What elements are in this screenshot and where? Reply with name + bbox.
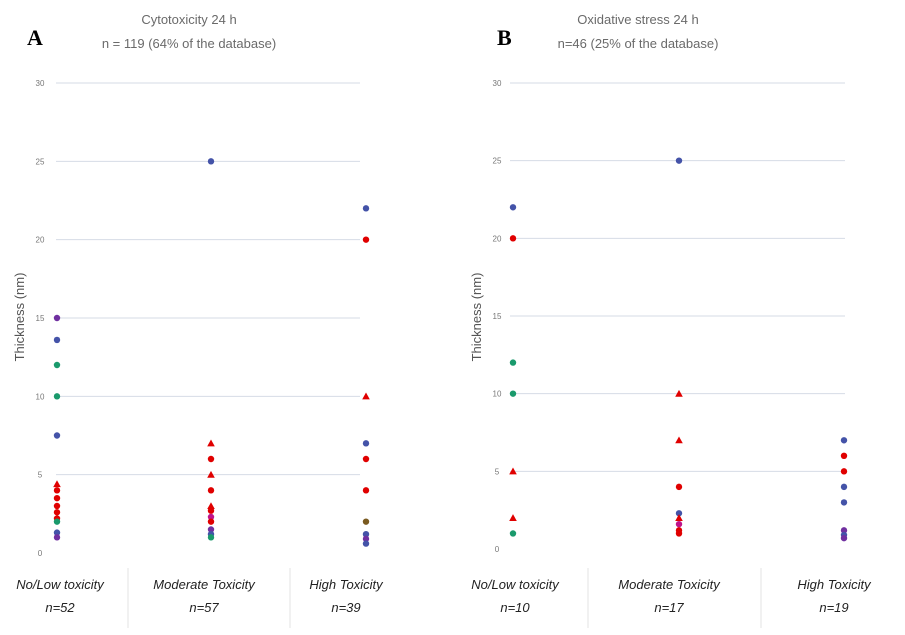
x-category-label: No/Low toxicity [16, 577, 105, 592]
data-point [53, 314, 61, 322]
x-category-label: Moderate Toxicity [153, 577, 256, 592]
data-point [53, 534, 61, 541]
data-point [362, 440, 370, 447]
y-tick-label: 25 [36, 157, 45, 166]
data-point [362, 540, 370, 547]
chart-subtitle: n = 119 (64% of the database) [102, 36, 276, 51]
data-point [509, 359, 517, 366]
data-point [362, 531, 370, 538]
chart-title: Cytotoxicity 24 h [141, 12, 236, 27]
chart-subtitle: n=46 (25% of the database) [558, 36, 719, 51]
y-tick-label: 0 [38, 549, 43, 558]
data-point [362, 535, 370, 543]
data-point-triangle [509, 467, 517, 475]
y-tick-label: 15 [36, 314, 45, 323]
data-point [53, 432, 61, 439]
data-point-triangle [362, 392, 370, 400]
data-point-triangle [675, 436, 683, 444]
y-tick-label: 5 [495, 467, 500, 476]
x-category-count: n=10 [500, 600, 530, 615]
x-category-count: n=17 [654, 600, 684, 615]
data-point [840, 527, 848, 534]
x-category-count: n=57 [189, 600, 219, 615]
data-point-triangle [509, 514, 517, 521]
data-point [675, 510, 683, 517]
data-point [675, 530, 683, 537]
x-category-label: No/Low toxicity [471, 577, 560, 592]
y-tick-label: 10 [36, 392, 45, 401]
data-point [53, 502, 61, 510]
data-point [53, 509, 61, 516]
data-point [840, 437, 848, 444]
data-point-triangle [207, 502, 215, 510]
data-point [509, 530, 517, 537]
data-point [53, 494, 61, 502]
data-point [207, 158, 215, 165]
data-point-triangle [675, 389, 683, 397]
data-point [53, 336, 61, 344]
panel-label: A [27, 25, 43, 50]
data-point [675, 483, 683, 491]
x-category-count: n=19 [819, 600, 848, 615]
data-point [53, 529, 61, 536]
data-point [840, 483, 848, 491]
y-tick-label: 20 [36, 236, 45, 245]
y-tick-label: 5 [38, 471, 43, 480]
data-point [675, 520, 683, 528]
y-axis-label: Thickness (nm) [469, 273, 484, 362]
data-point [53, 361, 61, 369]
data-point [53, 487, 61, 494]
panel-b: B Oxidative stress 24 h n=46 (25% of the… [469, 12, 872, 628]
y-tick-label: 0 [495, 545, 500, 554]
x-category-label: Moderate Toxicity [618, 577, 721, 592]
x-category-count: n=52 [45, 600, 75, 615]
data-point-triangle [675, 514, 683, 521]
y-tick-label: 25 [493, 157, 502, 166]
y-tick-label: 15 [493, 312, 502, 321]
data-point [362, 205, 370, 212]
chart-title: Oxidative stress 24 h [577, 12, 698, 27]
x-category-label: High Toxicity [309, 577, 384, 592]
data-point-triangle [207, 439, 215, 447]
data-point [362, 487, 370, 494]
y-tick-label: 10 [493, 390, 502, 399]
data-point [53, 393, 61, 400]
data-point [840, 534, 848, 542]
x-category-count: n=39 [331, 600, 360, 615]
data-point [840, 468, 848, 475]
data-point [207, 518, 215, 525]
data-point [509, 390, 517, 397]
data-point [207, 507, 215, 514]
data-point-triangle [53, 480, 61, 488]
data-point [509, 204, 517, 211]
y-tick-label: 30 [493, 79, 502, 88]
data-point [362, 236, 370, 243]
data-point [53, 518, 61, 525]
data-point [840, 452, 848, 459]
data-point [207, 513, 215, 521]
data-point [362, 455, 370, 463]
y-tick-label: 20 [493, 234, 502, 243]
y-tick-label: 30 [36, 79, 45, 88]
data-point-triangle [207, 470, 215, 478]
panel-label: B [497, 25, 512, 50]
data-point [207, 455, 215, 463]
data-point [675, 157, 683, 164]
panel-a: A Cytotoxicity 24 h n = 119 (64% of the … [12, 12, 384, 628]
data-point [509, 235, 517, 242]
data-point [362, 518, 370, 525]
data-point [207, 487, 215, 494]
y-axis-label: Thickness (nm) [12, 273, 27, 362]
x-category-label: High Toxicity [797, 577, 872, 592]
data-point [207, 526, 215, 533]
data-point [207, 534, 215, 541]
data-point [840, 499, 848, 506]
